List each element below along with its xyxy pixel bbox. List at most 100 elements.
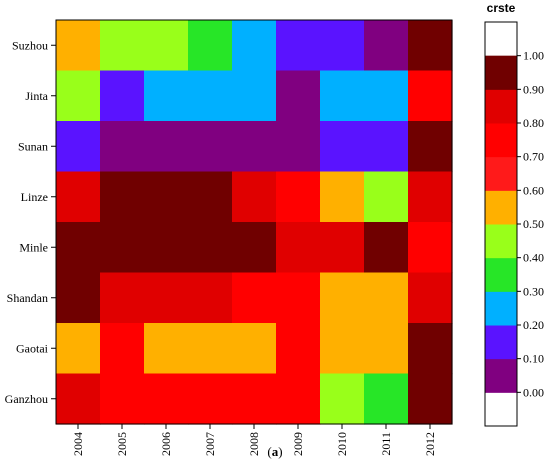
heatmap-cell <box>320 171 365 223</box>
x-axis: 2004 2005 2006 2007 2008 2009 2010 2011 2012 <box>71 424 437 456</box>
y-tick-label: Linze <box>21 190 48 204</box>
y-tick-label: Sunan <box>18 139 48 153</box>
heatmap-cell <box>188 171 233 223</box>
legend-swatch <box>485 89 517 124</box>
y-tick-label: Gaotai <box>16 341 49 355</box>
heatmap-cell <box>144 70 189 122</box>
heatmap-cell <box>276 171 321 223</box>
heatmap-cell <box>364 272 409 324</box>
caption-close: ) <box>278 444 283 459</box>
heatmap-cell <box>144 222 189 274</box>
legend-tick-label: 0.50 <box>523 217 544 231</box>
heatmap-cell <box>320 222 365 274</box>
legend-swatch <box>485 358 517 393</box>
heatmap-cell <box>364 373 409 425</box>
heatmap-cell <box>100 373 145 425</box>
heatmap-cell <box>232 222 277 274</box>
heatmap-cell <box>144 323 189 375</box>
heatmap-cell <box>364 222 409 274</box>
heatmap-cell <box>364 121 409 173</box>
heatmap-cell <box>56 121 101 173</box>
legend-swatch <box>485 156 517 191</box>
heatmap-cell <box>408 272 453 324</box>
heatmap-cell <box>144 121 189 173</box>
heatmap-cell <box>364 171 409 223</box>
heatmap-cell <box>364 70 409 122</box>
y-axis: Suzhou Jinta Sunan Linze Minle Shandan Gaotai G… <box>5 38 56 406</box>
legend-tick-label: 0.70 <box>523 150 544 164</box>
heatmap-cell <box>276 70 321 122</box>
x-tick-label: 2007 <box>203 432 217 456</box>
heatmap-cell <box>144 20 189 72</box>
heatmap-cell <box>320 373 365 425</box>
y-tick-label: Ganzhou <box>5 392 48 406</box>
heatmap-cell <box>188 323 233 375</box>
legend-swatch <box>485 325 517 360</box>
heatmap-cell <box>56 70 101 122</box>
legend-tick-label: 0.80 <box>523 116 544 130</box>
x-tick-label: 2005 <box>115 432 129 456</box>
heatmap-cell <box>100 70 145 122</box>
heatmap-cell <box>320 323 365 375</box>
legend-title: crste <box>487 1 516 15</box>
heatmap-cell <box>100 323 145 375</box>
legend-tick-label: 0.00 <box>523 385 544 399</box>
heatmap-cell <box>188 222 233 274</box>
heatmap-cell <box>56 222 101 274</box>
x-tick-label: 2008 <box>247 432 261 456</box>
legend-tick-label: 0.20 <box>523 318 544 332</box>
legend-swatch <box>485 55 517 90</box>
x-tick-label: 2009 <box>291 432 305 456</box>
heatmap-cell <box>188 20 233 72</box>
heatmap-cell <box>276 373 321 425</box>
legend-tick-label: 0.10 <box>523 352 544 366</box>
figure-caption: (a) <box>0 444 550 460</box>
heatmap-cell <box>276 121 321 173</box>
legend-tick-label: 1.00 <box>523 49 544 63</box>
heatmap-cell <box>56 323 101 375</box>
heatmap-cell <box>408 171 453 223</box>
legend-tick-label: 0.30 <box>523 284 544 298</box>
heatmap-cell <box>276 222 321 274</box>
x-tick-label: 2006 <box>159 432 173 456</box>
heatmap-cell <box>320 20 365 72</box>
heatmap-cell <box>232 373 277 425</box>
heatmap-cell <box>408 222 453 274</box>
heatmap-cell <box>144 171 189 223</box>
heatmap-cell <box>364 323 409 375</box>
heatmap-cell <box>56 373 101 425</box>
heatmap-cell <box>232 70 277 122</box>
heatmap-cell <box>56 272 101 324</box>
legend-tick-label: 0.60 <box>523 183 544 197</box>
heatmap-cell <box>408 323 453 375</box>
heatmap-cell <box>144 272 189 324</box>
heatmap-cell <box>188 373 233 425</box>
x-tick-label: 2010 <box>335 432 349 456</box>
heatmap-cell <box>100 171 145 223</box>
legend-tick-label: 0.90 <box>523 82 544 96</box>
legend-tick-label: 0.40 <box>523 251 544 265</box>
heatmap-cell <box>232 272 277 324</box>
heatmap-cell <box>408 70 453 122</box>
legend-swatch <box>485 190 517 225</box>
heatmap-cell <box>276 323 321 375</box>
heatmap-cell <box>144 373 189 425</box>
legend-swatch <box>485 123 517 158</box>
heatmap-cell <box>188 121 233 173</box>
heatmap-cell <box>56 20 101 72</box>
heatmap-cell <box>232 20 277 72</box>
y-tick-label: Shandan <box>7 291 48 305</box>
caption-letter: a <box>271 444 279 459</box>
heatmap-cell <box>276 20 321 72</box>
color-legend: 0.00 0.10 0.20 0.30 0.40 0.50 0.60 0.70 0.80 0.90… <box>484 21 544 427</box>
heatmap-cell <box>320 121 365 173</box>
legend-swatch <box>485 291 517 326</box>
heatmap-cell <box>320 70 365 122</box>
heatmap-cell <box>100 222 145 274</box>
heatmap-cell <box>276 272 321 324</box>
legend-swatch <box>485 257 517 292</box>
heatmap-cell <box>188 70 233 122</box>
heatmap-cell <box>408 373 453 425</box>
heatmap-cells <box>56 20 453 425</box>
